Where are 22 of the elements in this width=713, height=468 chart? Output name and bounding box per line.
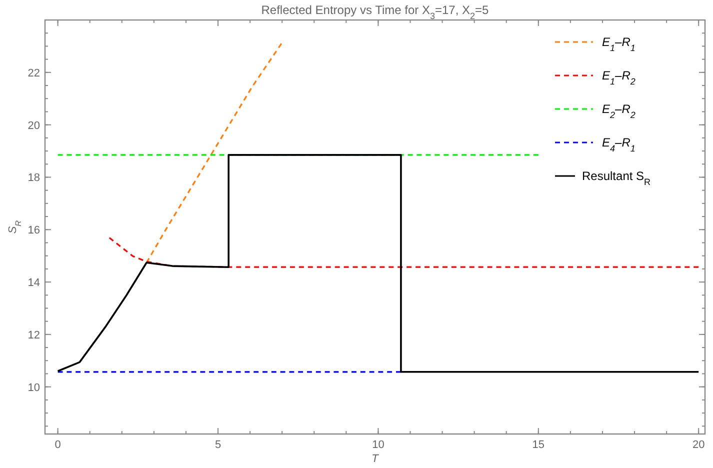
y-tick-label: 20 <box>28 120 40 132</box>
x-tick-label: 10 <box>372 439 384 451</box>
line-series <box>108 236 700 268</box>
x-axis-title: T <box>372 453 380 465</box>
x-tick-label: 5 <box>214 439 222 451</box>
y-tick-label: 14 <box>28 277 40 290</box>
line-series <box>56 154 700 373</box>
x-tick-label: 20 <box>692 439 705 451</box>
y-tick-label: 22 <box>28 67 40 80</box>
line-series <box>146 42 282 264</box>
x-tick-label: 15 <box>532 439 545 451</box>
chart-title: Reflected Entropy vs Time for X$_{3}$=17, X$_{2}$=5 <box>261 3 490 21</box>
legend-label: Resultant S$_{R}$ <box>582 169 652 187</box>
y-tick-label: 12 <box>28 329 40 342</box>
legend-label: E$_{1}$–R$_{2}$ <box>602 68 636 86</box>
legend-label: E$_{4}$–R$_{1}$ <box>602 136 636 154</box>
x-tick-label: 0 <box>54 439 61 451</box>
y-tick-label: 16 <box>28 224 40 237</box>
y-tick-label: 10 <box>28 382 40 394</box>
legend-label: E$_{1}$–R$_{1}$ <box>602 35 636 53</box>
legend-label: E$_{2}$–R$_{2}$ <box>602 102 636 120</box>
y-tick-label: 18 <box>28 172 40 184</box>
